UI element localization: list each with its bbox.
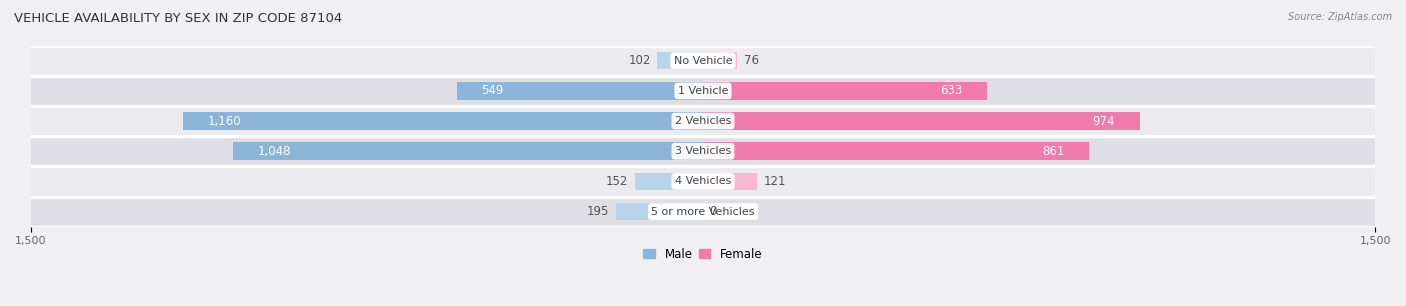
Text: 1,160: 1,160 <box>208 114 242 128</box>
Bar <box>703 52 737 69</box>
Bar <box>636 173 703 190</box>
Text: 4 Vehicles: 4 Vehicles <box>675 177 731 186</box>
Bar <box>457 82 703 100</box>
Bar <box>657 52 703 69</box>
Bar <box>31 46 1375 76</box>
Text: 2 Vehicles: 2 Vehicles <box>675 116 731 126</box>
Bar <box>616 203 703 220</box>
Bar <box>233 143 703 160</box>
Text: 195: 195 <box>586 205 609 218</box>
Bar <box>703 82 987 100</box>
Bar <box>31 166 1375 196</box>
Legend: Male, Female: Male, Female <box>644 248 762 261</box>
Text: 152: 152 <box>606 175 628 188</box>
Text: 0: 0 <box>710 205 717 218</box>
Text: 3 Vehicles: 3 Vehicles <box>675 146 731 156</box>
Text: 76: 76 <box>744 54 759 67</box>
Text: 1,048: 1,048 <box>257 145 291 158</box>
Bar <box>31 106 1375 136</box>
Text: Source: ZipAtlas.com: Source: ZipAtlas.com <box>1288 12 1392 22</box>
Bar <box>31 196 1375 227</box>
Bar <box>703 173 758 190</box>
Text: VEHICLE AVAILABILITY BY SEX IN ZIP CODE 87104: VEHICLE AVAILABILITY BY SEX IN ZIP CODE … <box>14 12 342 25</box>
Text: 1 Vehicle: 1 Vehicle <box>678 86 728 96</box>
Text: 102: 102 <box>628 54 651 67</box>
Text: 974: 974 <box>1092 114 1115 128</box>
Text: 549: 549 <box>482 84 503 97</box>
Text: 633: 633 <box>939 84 962 97</box>
Text: 121: 121 <box>763 175 786 188</box>
Bar <box>703 143 1088 160</box>
Text: 861: 861 <box>1042 145 1064 158</box>
Text: 5 or more Vehicles: 5 or more Vehicles <box>651 207 755 217</box>
Bar <box>183 112 703 130</box>
Bar <box>31 136 1375 166</box>
Text: No Vehicle: No Vehicle <box>673 56 733 66</box>
Bar <box>31 76 1375 106</box>
Bar <box>703 112 1139 130</box>
